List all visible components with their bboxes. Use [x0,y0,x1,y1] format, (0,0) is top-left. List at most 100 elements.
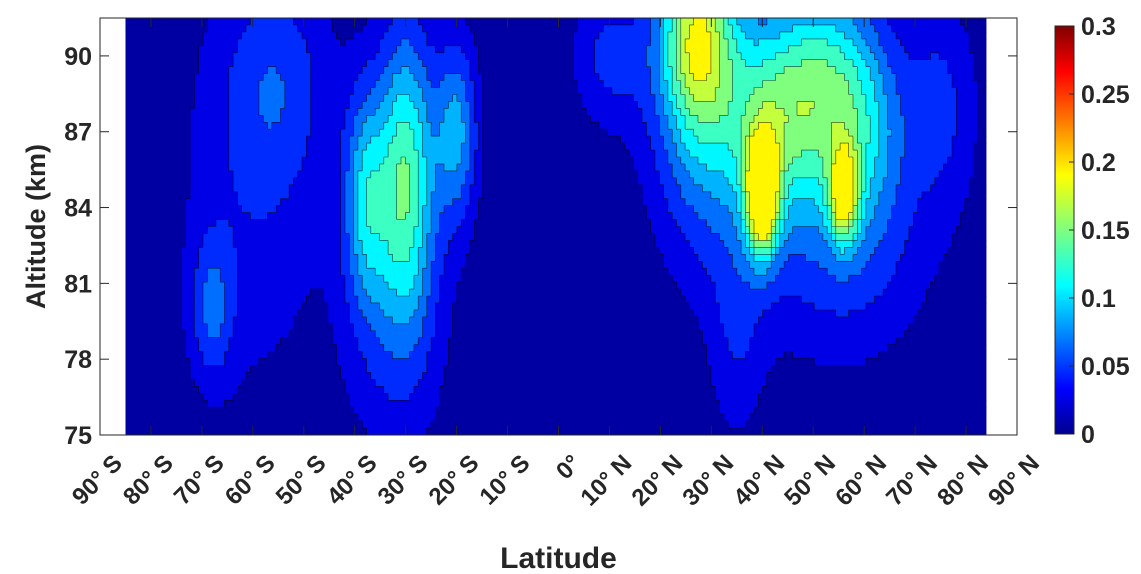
contour-cell [461,101,471,109]
contour-cell [852,170,858,179]
contour-cell [413,233,424,241]
contour-cell [478,198,643,207]
contour-cell [276,344,338,353]
contour-cell [676,31,682,40]
contour-cell [698,254,734,262]
contour-cell [181,302,195,311]
contour-cell [913,219,962,228]
contour-cell [465,87,475,96]
contour-cell [680,80,686,89]
contour-cell [125,177,191,186]
contour-cell [125,150,191,158]
contour-cell [951,143,975,151]
contour-cell [896,80,953,89]
contour-cell [891,275,936,283]
contour-cell [478,59,574,68]
contour-cell [685,94,695,102]
contour-cell [349,316,368,325]
x-tick-label: 50° S [271,450,332,511]
contour-cell [676,73,686,82]
contour-cell [345,386,385,394]
x-tick-label: 30° S [373,450,434,511]
contour-cell [887,18,962,26]
contour-cell [340,240,350,248]
contour-cell [237,296,307,304]
contour-cell [418,205,424,214]
contour-cell [857,170,863,179]
contour-cell [784,240,828,248]
contour-cell [973,52,987,61]
contour-cell [435,414,725,422]
contour-cell [435,254,445,262]
contour-cell [710,365,772,374]
contour-cell [732,59,746,68]
contour-cell [603,24,652,33]
colorbar-tick-label: 0.1 [1081,285,1116,313]
contour-cell [250,365,342,374]
contour-cell [788,163,824,172]
contour-cell [818,205,828,214]
contour-cell [865,302,923,311]
contour-cell [362,66,385,75]
contour-cell [822,184,828,193]
contour-cell [719,45,729,54]
contour-cell [190,372,247,380]
contour-cell [706,24,716,33]
contour-cell [835,198,854,207]
contour-cell [887,136,906,144]
contour-cell [456,289,682,297]
contour-cell [465,170,475,179]
contour-cell [258,94,286,102]
contour-cell [202,240,234,248]
contour-cell [426,115,445,123]
contour-cell [400,38,411,47]
contour-cell [431,212,441,221]
contour-cell [349,136,359,144]
x-tick-label: 90° S [67,450,128,511]
contour-cell [465,18,579,26]
contour-cell [444,365,712,374]
contour-cell [388,150,419,158]
contour-cell [878,38,901,47]
contour-cell [698,115,721,123]
contour-cell [891,205,919,214]
contour-cell [852,198,858,207]
contour-cell [917,309,987,318]
contour-cell [870,219,889,228]
contour-cell [573,45,596,54]
contour-cell [784,136,833,144]
contour-cell [874,296,927,304]
contour-cell [710,379,768,387]
contour-cell [452,323,699,332]
contour-cell [202,233,234,241]
contour-cell [960,212,987,221]
contour-cell [228,219,342,228]
contour-cell [650,38,660,47]
contour-cell [340,177,346,186]
contour-cell [202,296,226,304]
contour-cell [461,184,471,193]
contour-cell [444,261,467,269]
contour-cell [723,323,755,332]
contour-cell [422,94,454,102]
x-tick-label: 50° N [779,450,841,512]
contour-cell [736,233,746,241]
contour-cell [633,94,656,102]
contour-cell [379,73,393,82]
contour-cell [741,240,746,248]
contour-cell [775,198,781,207]
contour-cell [444,268,462,276]
y-tick-label: 87 [64,119,92,147]
contour-cell [353,275,363,283]
contour-cell [887,219,914,228]
contour-cell [771,122,785,130]
contour-cell [431,219,441,228]
contour-cell [349,268,359,276]
contour-cell [577,24,604,33]
contour-cell [340,212,346,221]
contour-cell [861,170,867,179]
contour-cell [190,122,230,130]
contour-cell [469,129,480,137]
contour-cell [749,122,759,130]
contour-cell [435,177,467,186]
